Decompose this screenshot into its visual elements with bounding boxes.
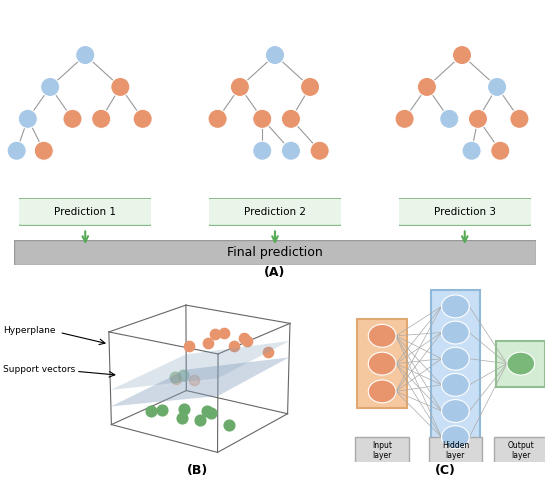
Text: Output
layer: Output layer xyxy=(507,440,534,460)
Circle shape xyxy=(92,109,111,128)
Text: Support vectors: Support vectors xyxy=(3,365,75,374)
Text: Input
layer: Input layer xyxy=(372,440,392,460)
FancyBboxPatch shape xyxy=(496,341,546,386)
Text: (C): (C) xyxy=(435,464,456,477)
Circle shape xyxy=(510,109,529,128)
Circle shape xyxy=(7,141,26,160)
Circle shape xyxy=(41,77,60,97)
Circle shape xyxy=(395,109,414,128)
Circle shape xyxy=(469,109,487,128)
FancyBboxPatch shape xyxy=(206,198,344,226)
Circle shape xyxy=(417,77,437,97)
Circle shape xyxy=(282,109,300,128)
Text: Prediction 2: Prediction 2 xyxy=(244,207,306,217)
FancyBboxPatch shape xyxy=(355,437,409,463)
Circle shape xyxy=(442,295,469,318)
Circle shape xyxy=(300,77,320,97)
FancyBboxPatch shape xyxy=(396,198,534,226)
Text: Final prediction: Final prediction xyxy=(227,246,323,259)
Circle shape xyxy=(442,321,469,344)
Circle shape xyxy=(442,347,469,370)
FancyBboxPatch shape xyxy=(428,437,482,463)
Circle shape xyxy=(310,141,329,160)
Text: (A): (A) xyxy=(265,266,285,279)
Circle shape xyxy=(18,109,37,128)
FancyBboxPatch shape xyxy=(494,437,547,463)
Text: Prediction 1: Prediction 1 xyxy=(54,207,116,217)
Circle shape xyxy=(208,109,227,128)
Text: Hyperplane: Hyperplane xyxy=(3,326,56,335)
Circle shape xyxy=(266,46,284,65)
Text: Hidden
layer: Hidden layer xyxy=(442,440,469,460)
Circle shape xyxy=(368,380,396,403)
Circle shape xyxy=(442,373,469,396)
Circle shape xyxy=(487,77,507,97)
Circle shape xyxy=(34,141,53,160)
Circle shape xyxy=(439,109,459,128)
Circle shape xyxy=(111,77,130,97)
Circle shape xyxy=(133,109,152,128)
Text: Prediction 3: Prediction 3 xyxy=(434,207,496,217)
Circle shape xyxy=(368,324,396,347)
Circle shape xyxy=(252,109,272,128)
Circle shape xyxy=(442,399,469,422)
Circle shape xyxy=(63,109,82,128)
FancyBboxPatch shape xyxy=(16,198,154,226)
Circle shape xyxy=(230,77,250,97)
Circle shape xyxy=(76,46,95,65)
Circle shape xyxy=(507,352,535,375)
Circle shape xyxy=(442,426,469,449)
FancyBboxPatch shape xyxy=(358,319,407,408)
Circle shape xyxy=(368,352,396,375)
Circle shape xyxy=(282,141,300,160)
FancyBboxPatch shape xyxy=(14,240,536,265)
Circle shape xyxy=(491,141,510,160)
Text: (B): (B) xyxy=(188,464,208,477)
Circle shape xyxy=(462,141,481,160)
FancyBboxPatch shape xyxy=(431,290,480,453)
Circle shape xyxy=(252,141,272,160)
Circle shape xyxy=(453,46,471,65)
